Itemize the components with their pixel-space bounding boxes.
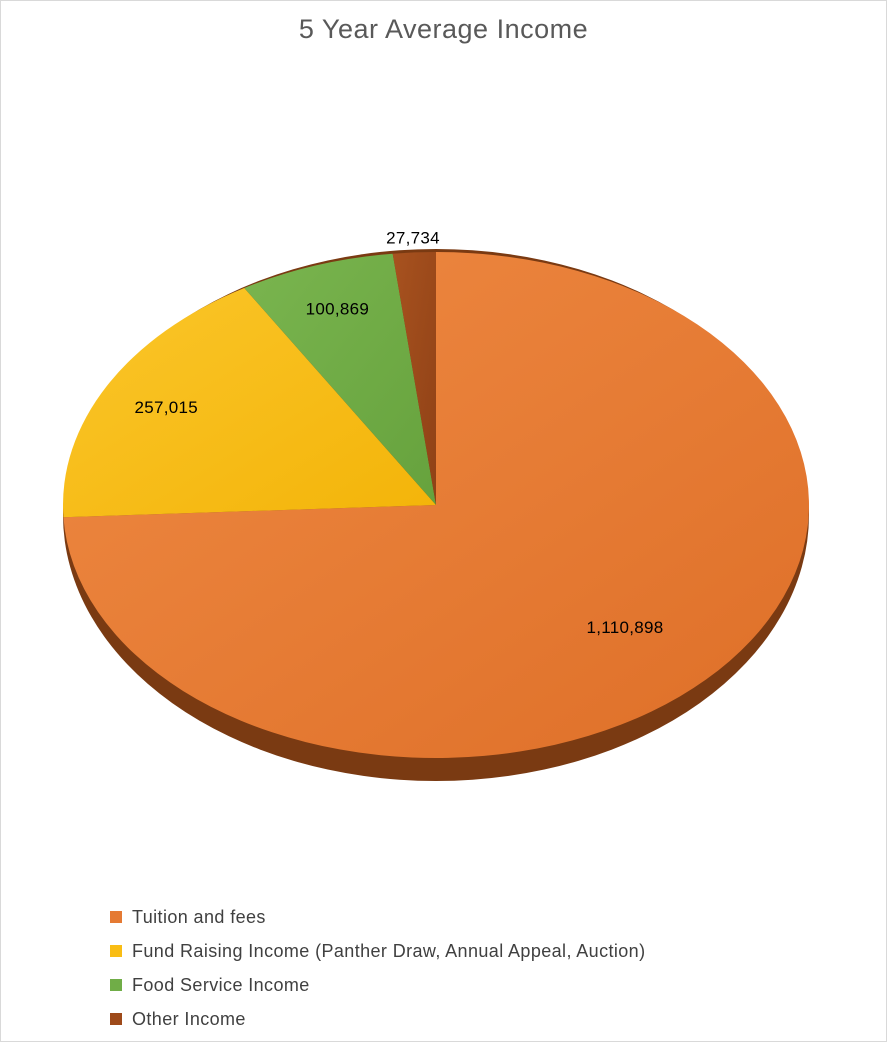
pie-slice-tuition <box>63 252 809 759</box>
legend-label-tuition: Tuition and fees <box>132 906 266 927</box>
pie-slice-food-service <box>244 253 436 505</box>
legend-swatch-tuition <box>110 911 122 923</box>
data-label-fund-raising: 257,015 <box>135 398 199 417</box>
chart-title: 5 Year Average Income <box>298 14 589 44</box>
legend-item-other: Other Income <box>110 1002 646 1036</box>
data-label-tuition: 1,110,898 <box>586 618 663 637</box>
legend-item-food-service: Food Service Income <box>110 968 646 1002</box>
legend-swatch-food-service <box>110 979 122 991</box>
pie-slice-fund-raising <box>62 287 436 518</box>
legend-label-fund-raising: Fund Raising Income (Panther Draw, Annua… <box>132 940 646 961</box>
legend: Tuition and fees Fund Raising Income (Pa… <box>110 900 646 1036</box>
legend-swatch-fund-raising <box>110 945 122 957</box>
pie-slice-other <box>392 251 436 505</box>
legend-label-food-service: Food Service Income <box>132 974 310 995</box>
legend-swatch-other <box>110 1013 122 1025</box>
data-label-other: 27,734 <box>386 228 440 247</box>
data-label-food-service: 100,869 <box>306 300 370 319</box>
legend-item-fund-raising: Fund Raising Income (Panther Draw, Annua… <box>110 934 646 968</box>
legend-item-tuition: Tuition and fees <box>110 900 646 934</box>
legend-label-other: Other Income <box>132 1008 246 1029</box>
